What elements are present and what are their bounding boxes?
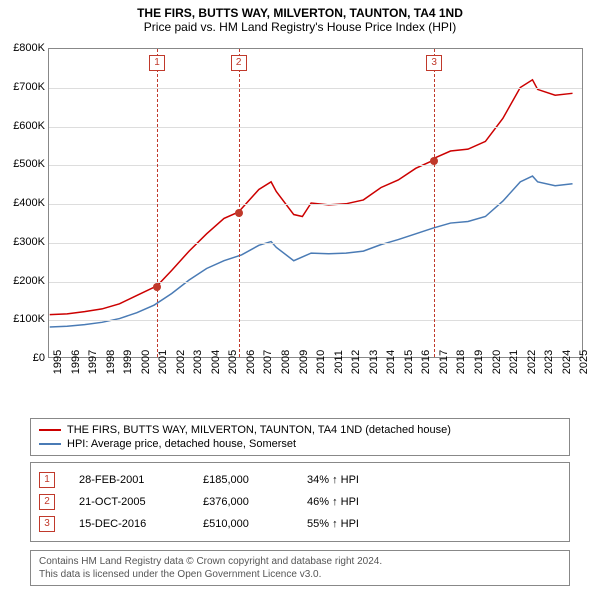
event-badge: 1 (149, 55, 165, 71)
grid-line (49, 320, 582, 321)
x-tick-label: 2000 (140, 350, 152, 374)
x-tick-label: 1996 (70, 350, 82, 374)
event-line (239, 49, 240, 357)
grid-line (49, 165, 582, 166)
legend-swatch (39, 429, 61, 431)
x-tick-label: 2015 (403, 350, 415, 374)
chart-svg (49, 49, 582, 357)
legend: THE FIRS, BUTTS WAY, MILVERTON, TAUNTON,… (30, 418, 570, 456)
event-row: 1 28-FEB-2001 £185,000 34% ↑ HPI (39, 469, 561, 491)
event-date: 28-FEB-2001 (79, 474, 179, 486)
footer-line-1: Contains HM Land Registry data © Crown c… (39, 555, 561, 568)
x-tick-label: 2008 (280, 350, 292, 374)
x-tick-label: 2002 (175, 350, 187, 374)
event-date: 21-OCT-2005 (79, 496, 179, 508)
y-tick-label: £0 (33, 352, 45, 364)
grid-line (49, 282, 582, 283)
x-tick-label: 2023 (543, 350, 555, 374)
chart-container: THE FIRS, BUTTS WAY, MILVERTON, TAUNTON,… (0, 0, 600, 590)
grid-line (49, 127, 582, 128)
grid-line (49, 204, 582, 205)
x-tick-label: 2019 (473, 350, 485, 374)
y-tick-label: £100K (13, 313, 45, 325)
y-tick-label: £200K (13, 275, 45, 287)
event-delta: 34% ↑ HPI (307, 474, 359, 486)
event-number: 3 (39, 516, 55, 532)
event-badge: 3 (426, 55, 442, 71)
legend-row: HPI: Average price, detached house, Some… (39, 437, 561, 451)
event-delta: 55% ↑ HPI (307, 518, 359, 530)
event-delta: 46% ↑ HPI (307, 496, 359, 508)
event-date: 15-DEC-2016 (79, 518, 179, 530)
legend-row: THE FIRS, BUTTS WAY, MILVERTON, TAUNTON,… (39, 423, 561, 437)
event-number: 2 (39, 494, 55, 510)
y-tick-label: £600K (13, 120, 45, 132)
legend-label: THE FIRS, BUTTS WAY, MILVERTON, TAUNTON,… (67, 424, 451, 436)
x-tick-label: 2022 (526, 350, 538, 374)
x-tick-label: 2004 (210, 350, 222, 374)
series-line (50, 176, 573, 327)
x-tick-label: 2009 (298, 350, 310, 374)
x-tick-label: 2005 (227, 350, 239, 374)
x-tick-label: 2013 (368, 350, 380, 374)
footer: Contains HM Land Registry data © Crown c… (30, 550, 570, 586)
x-tick-label: 2025 (578, 350, 590, 374)
x-tick-label: 2014 (385, 350, 397, 374)
y-tick-label: £500K (13, 158, 45, 170)
x-tick-label: 2006 (245, 350, 257, 374)
x-tick-label: 2024 (561, 350, 573, 374)
event-row: 2 21-OCT-2005 £376,000 46% ↑ HPI (39, 491, 561, 513)
y-tick-label: £800K (13, 42, 45, 54)
x-tick-label: 1997 (87, 350, 99, 374)
x-tick-label: 2007 (262, 350, 274, 374)
series-line (50, 80, 573, 315)
x-tick-label: 2012 (350, 350, 362, 374)
title-block: THE FIRS, BUTTS WAY, MILVERTON, TAUNTON,… (0, 0, 600, 36)
x-tick-label: 2017 (438, 350, 450, 374)
x-tick-label: 2001 (157, 350, 169, 374)
footer-line-2: This data is licensed under the Open Gov… (39, 568, 561, 581)
x-tick-label: 1995 (52, 350, 64, 374)
event-price: £376,000 (203, 496, 283, 508)
x-tick-label: 1998 (105, 350, 117, 374)
x-tick-label: 2020 (491, 350, 503, 374)
grid-line (49, 88, 582, 89)
x-tick-label: 2011 (333, 350, 345, 374)
x-tick-label: 2018 (455, 350, 467, 374)
grid-line (49, 243, 582, 244)
x-tick-label: 2003 (192, 350, 204, 374)
event-badge: 2 (231, 55, 247, 71)
event-number: 1 (39, 472, 55, 488)
y-tick-label: £400K (13, 197, 45, 209)
legend-label: HPI: Average price, detached house, Some… (67, 438, 296, 450)
chart-subtitle: Price paid vs. HM Land Registry's House … (0, 20, 600, 34)
event-price: £510,000 (203, 518, 283, 530)
event-line (157, 49, 158, 357)
y-tick-label: £700K (13, 81, 45, 93)
x-tick-label: 2010 (315, 350, 327, 374)
x-tick-label: 1999 (122, 350, 134, 374)
event-marker (430, 157, 438, 165)
x-tick-label: 2021 (508, 350, 520, 374)
event-price: £185,000 (203, 474, 283, 486)
x-tick-label: 2016 (420, 350, 432, 374)
legend-swatch (39, 443, 61, 445)
event-line (434, 49, 435, 357)
event-row: 3 15-DEC-2016 £510,000 55% ↑ HPI (39, 513, 561, 535)
event-marker (153, 283, 161, 291)
events-table: 1 28-FEB-2001 £185,000 34% ↑ HPI 2 21-OCT-200… (30, 462, 570, 542)
y-tick-label: £300K (13, 236, 45, 248)
event-marker (235, 209, 243, 217)
chart-title: THE FIRS, BUTTS WAY, MILVERTON, TAUNTON,… (0, 6, 600, 20)
plot-area: 1 2 3 (48, 48, 583, 358)
